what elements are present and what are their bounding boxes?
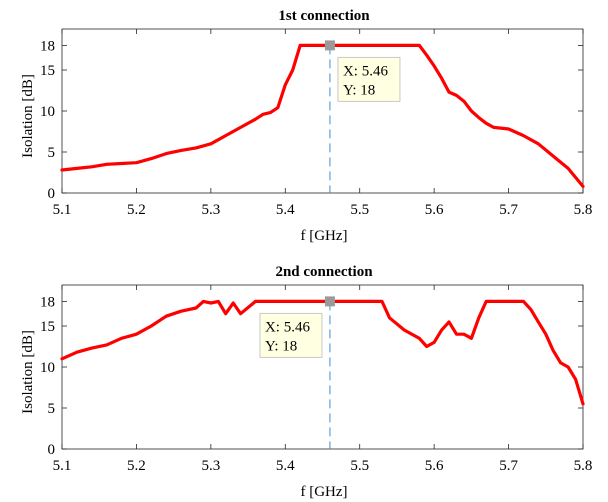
x-tick-label: 5.6 — [425, 458, 444, 474]
x-tick-label: 5.7 — [499, 458, 518, 474]
x-tick-label: 5.7 — [499, 202, 518, 218]
datatip-x-text: X: 5.46 — [265, 319, 311, 335]
plot-area — [61, 284, 584, 450]
y-tick-label: 5 — [48, 401, 56, 417]
x-tick-label: 5.4 — [276, 202, 295, 218]
x-tick-label: 5.2 — [127, 458, 146, 474]
y-tick-label: 15 — [40, 319, 55, 335]
y-axis-label: Isolation [dB] — [20, 74, 36, 158]
datatip-y-text: Y: 18 — [343, 82, 375, 98]
y-tick-label: 18 — [40, 38, 55, 54]
y-tick-label: 5 — [48, 145, 56, 161]
chart-title: 1st connection — [278, 8, 370, 24]
x-axis-label: f [GHz] — [300, 484, 347, 500]
x-tick-label: 5.5 — [350, 458, 369, 474]
x-tick-label: 5.6 — [425, 202, 444, 218]
datatip-box — [259, 312, 323, 358]
x-tick-label: 5.1 — [53, 458, 72, 474]
chart-title: 2nd connection — [275, 264, 373, 280]
x-tick-label: 5.2 — [127, 202, 146, 218]
y-tick-label: 10 — [40, 104, 55, 120]
x-tick-label: 5.8 — [574, 202, 593, 218]
plot-area — [61, 28, 584, 194]
y-tick-label: 0 — [48, 186, 56, 202]
y-tick-label: 0 — [48, 442, 56, 458]
series-line — [60, 299, 585, 406]
chart-panel-2nd-connection: 2nd connection f [GHz] Isolation [dB] 5.… — [20, 264, 592, 500]
x-axis-label: f [GHz] — [300, 228, 347, 244]
chart-panel-1st-connection: 1st connection f [GHz] Isolation [dB] 5.… — [20, 8, 592, 244]
datatip-x-text: X: 5.46 — [343, 63, 389, 79]
y-tick-label: 18 — [40, 294, 55, 310]
x-tick-label: 5.3 — [201, 202, 220, 218]
datatip-box — [337, 56, 401, 102]
datatip-marker[interactable] — [324, 40, 335, 51]
y-tick-label: 15 — [40, 63, 55, 79]
x-tick-label: 5.1 — [53, 202, 72, 218]
y-tick-label: 10 — [40, 360, 55, 376]
x-tick-label: 5.4 — [276, 458, 295, 474]
y-axis-label: Isolation [dB] — [20, 330, 36, 414]
datatip-y-text: Y: 18 — [265, 338, 297, 354]
datatip-marker[interactable] — [324, 296, 335, 307]
x-tick-label: 5.5 — [350, 202, 369, 218]
x-tick-label: 5.8 — [574, 458, 593, 474]
x-tick-label: 5.3 — [201, 458, 220, 474]
